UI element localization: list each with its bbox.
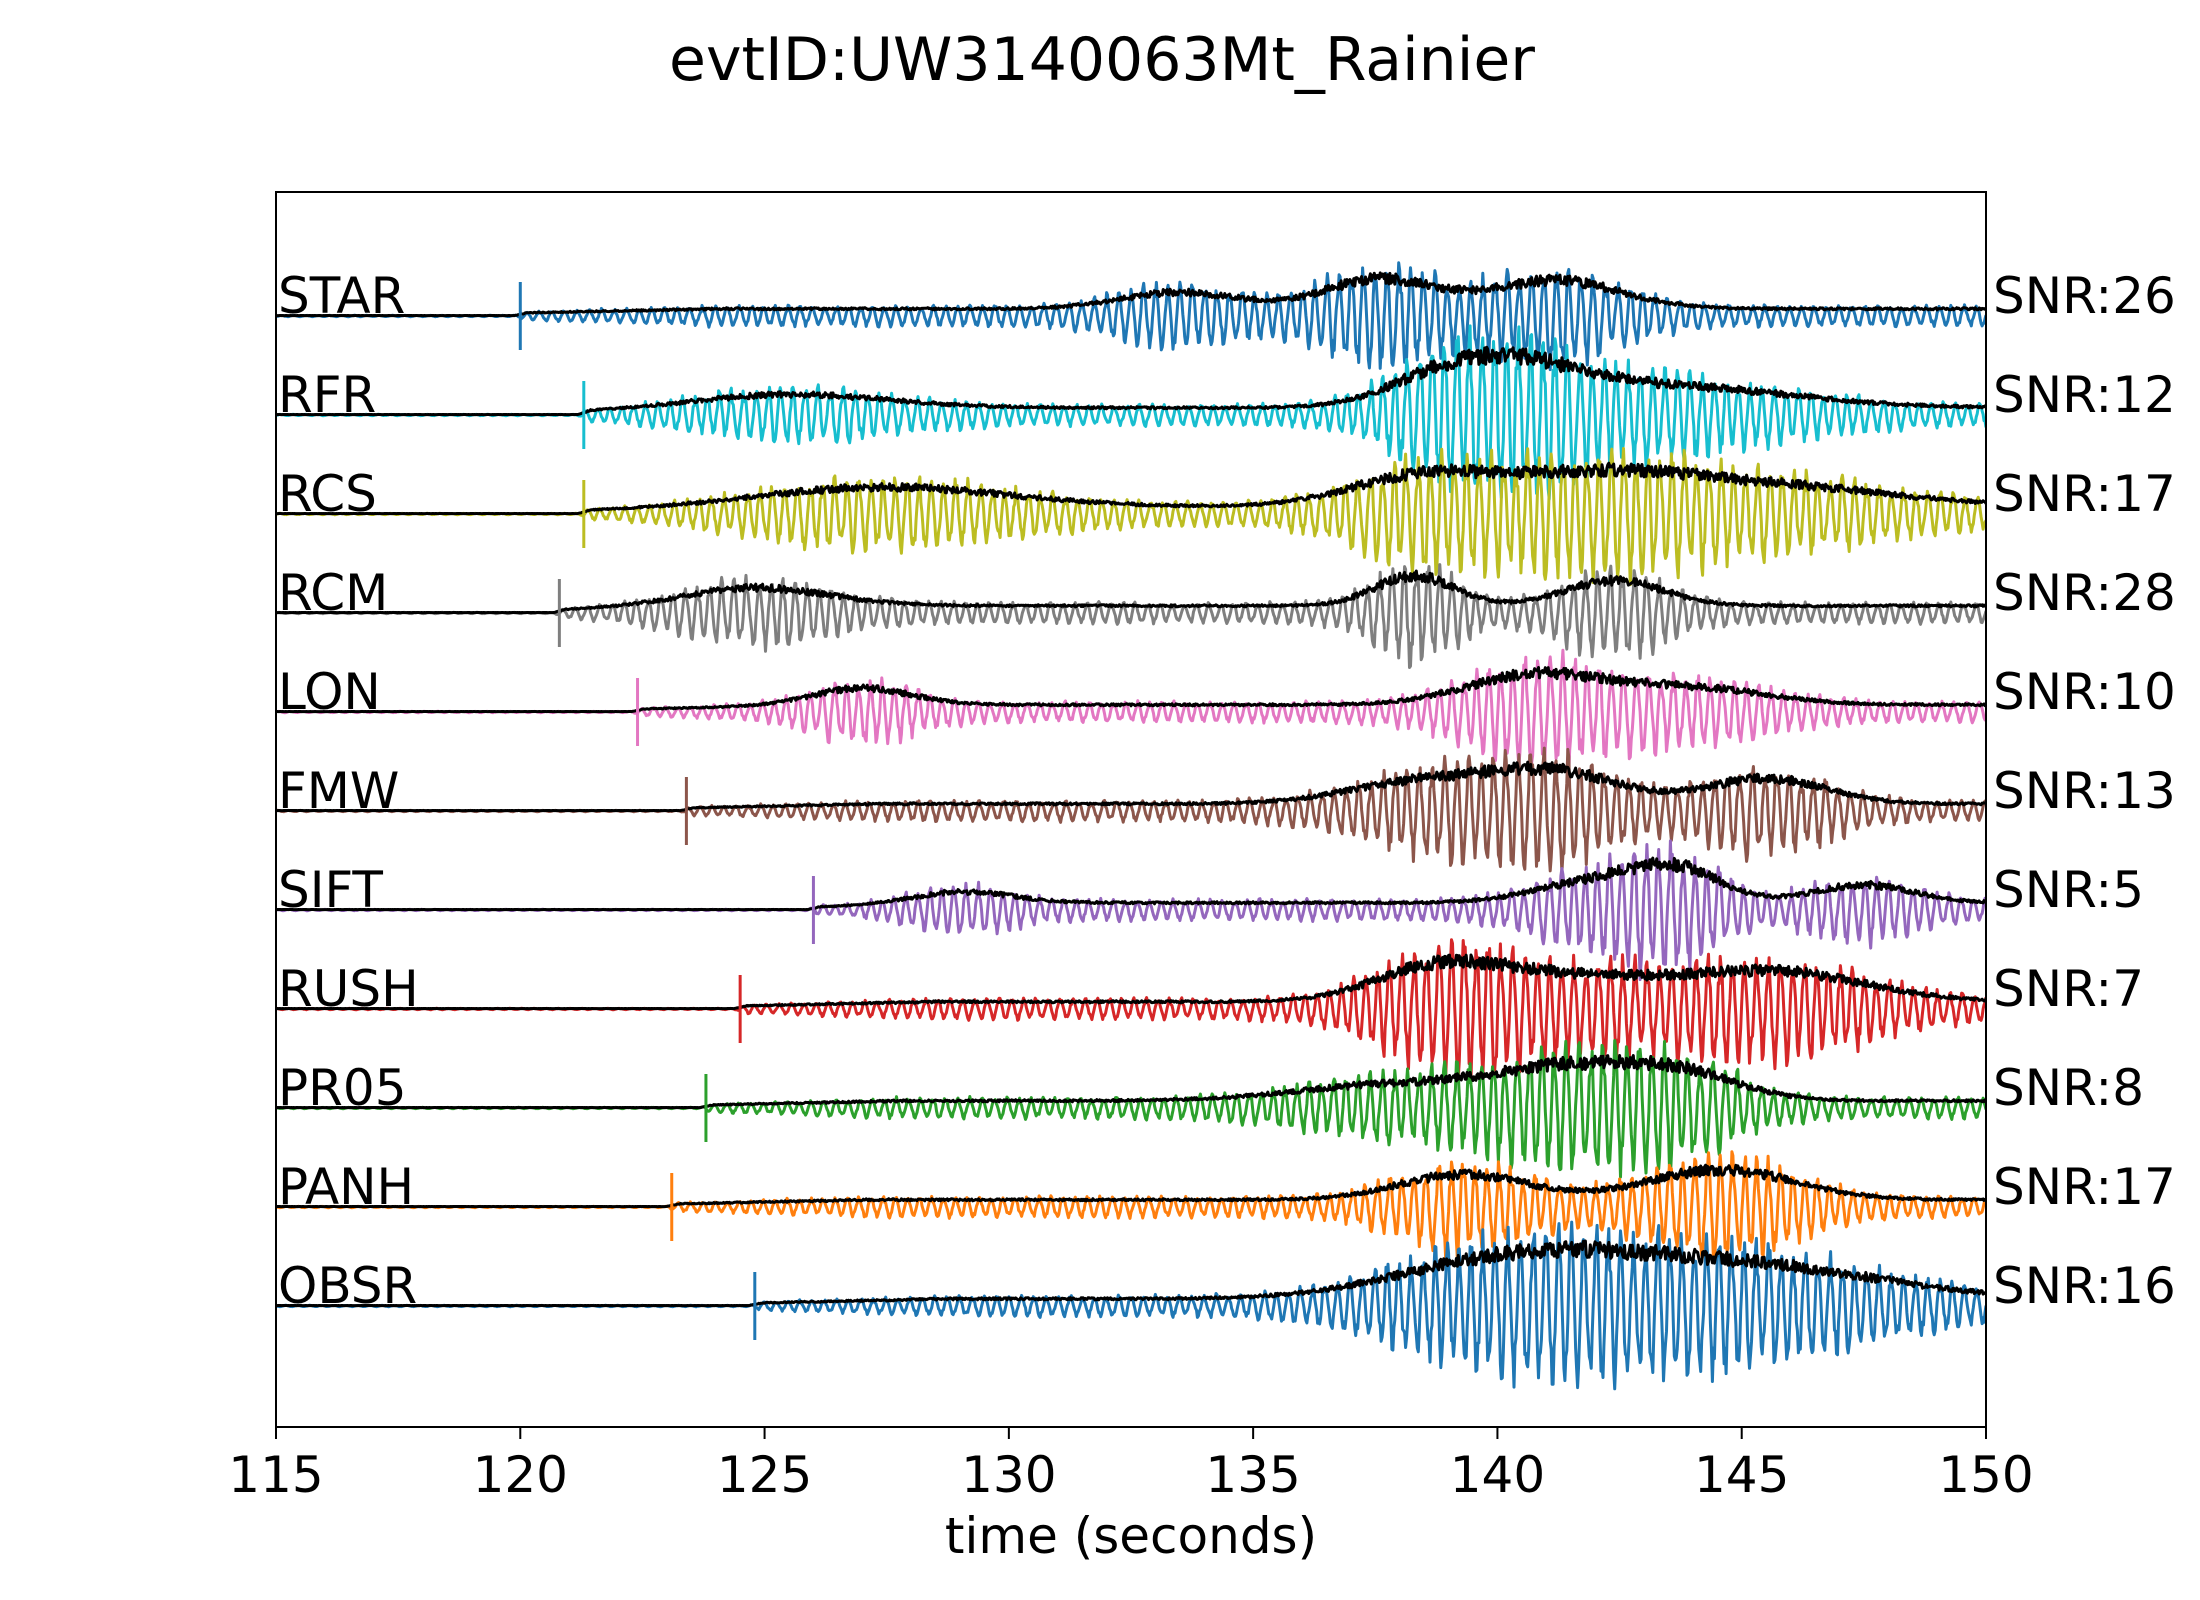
trace-area	[276, 261, 1986, 1391]
envelope-star	[276, 271, 1986, 318]
envelope-rcs	[276, 461, 1986, 516]
x-tick-label-125: 125	[717, 1446, 812, 1504]
snr-label-star: SNR:26	[1993, 267, 2176, 325]
x-tick-label-135: 135	[1205, 1446, 1300, 1504]
pick-markers	[518, 282, 815, 1340]
snr-labels: SNR:26 SNR:12 SNR:17 SNR:28 SNR:10 SNR:13 SNR:…	[1993, 267, 2176, 1315]
envelope-pr05	[276, 1054, 1986, 1110]
station-label-obsr: OBSR	[278, 1257, 417, 1315]
envelope-rfr	[276, 345, 1986, 417]
plot-frame	[275, 191, 1987, 1428]
x-axis-ticks: 115 120 125 130 135 140 145 150	[228, 1427, 2034, 1504]
snr-label-lon: SNR:10	[1993, 663, 2176, 721]
snr-label-panh: SNR:17	[1993, 1158, 2176, 1216]
snr-label-rush: SNR:7	[1993, 960, 2144, 1018]
chart-title: evtID:UW3140063Mt_Rainier	[669, 25, 1535, 95]
envelope-obsr	[276, 1239, 1986, 1308]
station-labels: STAR RFR RCS RCM LON FMW SIFT RUSH PR05 PANH OBSR	[278, 267, 419, 1315]
station-label-pr05: PR05	[278, 1059, 407, 1117]
x-tick-label-130: 130	[961, 1446, 1056, 1504]
snr-label-rcm: SNR:28	[1993, 564, 2176, 622]
x-axis-label: time (seconds)	[945, 1507, 1317, 1565]
envelope-rush	[276, 953, 1986, 1011]
station-label-lon: LON	[278, 663, 381, 721]
trace-star	[276, 261, 1986, 372]
snr-label-rcs: SNR:17	[1993, 465, 2176, 523]
snr-label-obsr: SNR:16	[1993, 1257, 2176, 1315]
station-label-sift: SIFT	[278, 861, 383, 919]
station-label-panh: PANH	[278, 1158, 414, 1216]
envelope-fmw	[276, 760, 1986, 813]
x-tick-label-145: 145	[1694, 1446, 1789, 1504]
x-tick-label-140: 140	[1450, 1446, 1545, 1504]
station-label-rfr: RFR	[278, 366, 376, 424]
snr-label-pr05: SNR:8	[1993, 1059, 2144, 1117]
station-label-rcm: RCM	[278, 564, 388, 622]
snr-label-rfr: SNR:12	[1993, 366, 2176, 424]
envelope-sift	[276, 856, 1986, 912]
station-label-rcs: RCS	[278, 465, 377, 523]
x-tick-label-115: 115	[228, 1446, 323, 1504]
envelope-panh	[276, 1163, 1986, 1209]
snr-label-fmw: SNR:13	[1993, 762, 2176, 820]
station-label-fmw: FMW	[278, 762, 399, 820]
envelope-rcm	[276, 569, 1986, 615]
station-label-star: STAR	[278, 267, 405, 325]
x-tick-label-150: 150	[1938, 1446, 2033, 1504]
snr-label-sift: SNR:5	[1993, 861, 2144, 919]
envelope-lon	[276, 666, 1986, 714]
x-tick-label-120: 120	[473, 1446, 568, 1504]
station-label-rush: RUSH	[278, 960, 419, 1018]
